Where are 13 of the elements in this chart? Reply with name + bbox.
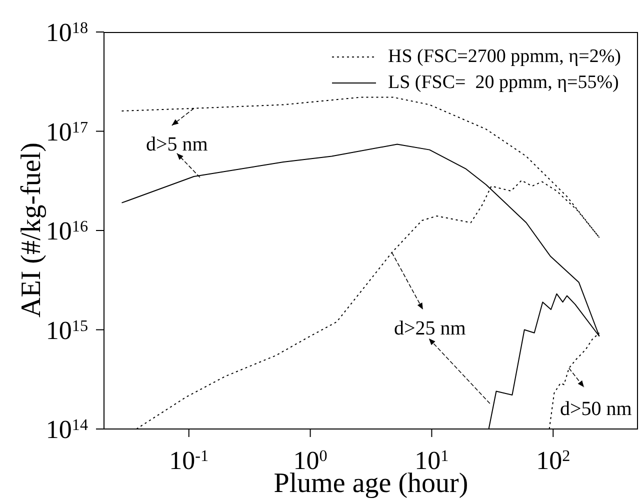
y-tick-label: 10$^{15}$	[46, 316, 88, 345]
y-axis-title: AEI (#/kg-fuel)	[16, 142, 47, 318]
legend-label: HS (FSC=2700 ppmm, η=2%)	[388, 46, 621, 68]
x-tick-label: 10$^{2}$	[536, 446, 570, 475]
legend-label: LS (FSC= 20 ppmm, η=55%)	[388, 72, 619, 94]
annotation: d>5 nm	[146, 133, 208, 156]
y-tick-label: 10$^{14}$	[46, 415, 88, 444]
y-tick-label: 10$^{16}$	[46, 216, 88, 246]
annotation: d>25 nm	[394, 318, 466, 340]
y-tick-label: 10$^{18}$	[46, 18, 88, 47]
annotation: d>50 nm	[560, 398, 632, 420]
x-tick-label: 10$^{-1}$	[169, 446, 209, 475]
y-tick-label: 10$^{17}$	[46, 117, 88, 146]
